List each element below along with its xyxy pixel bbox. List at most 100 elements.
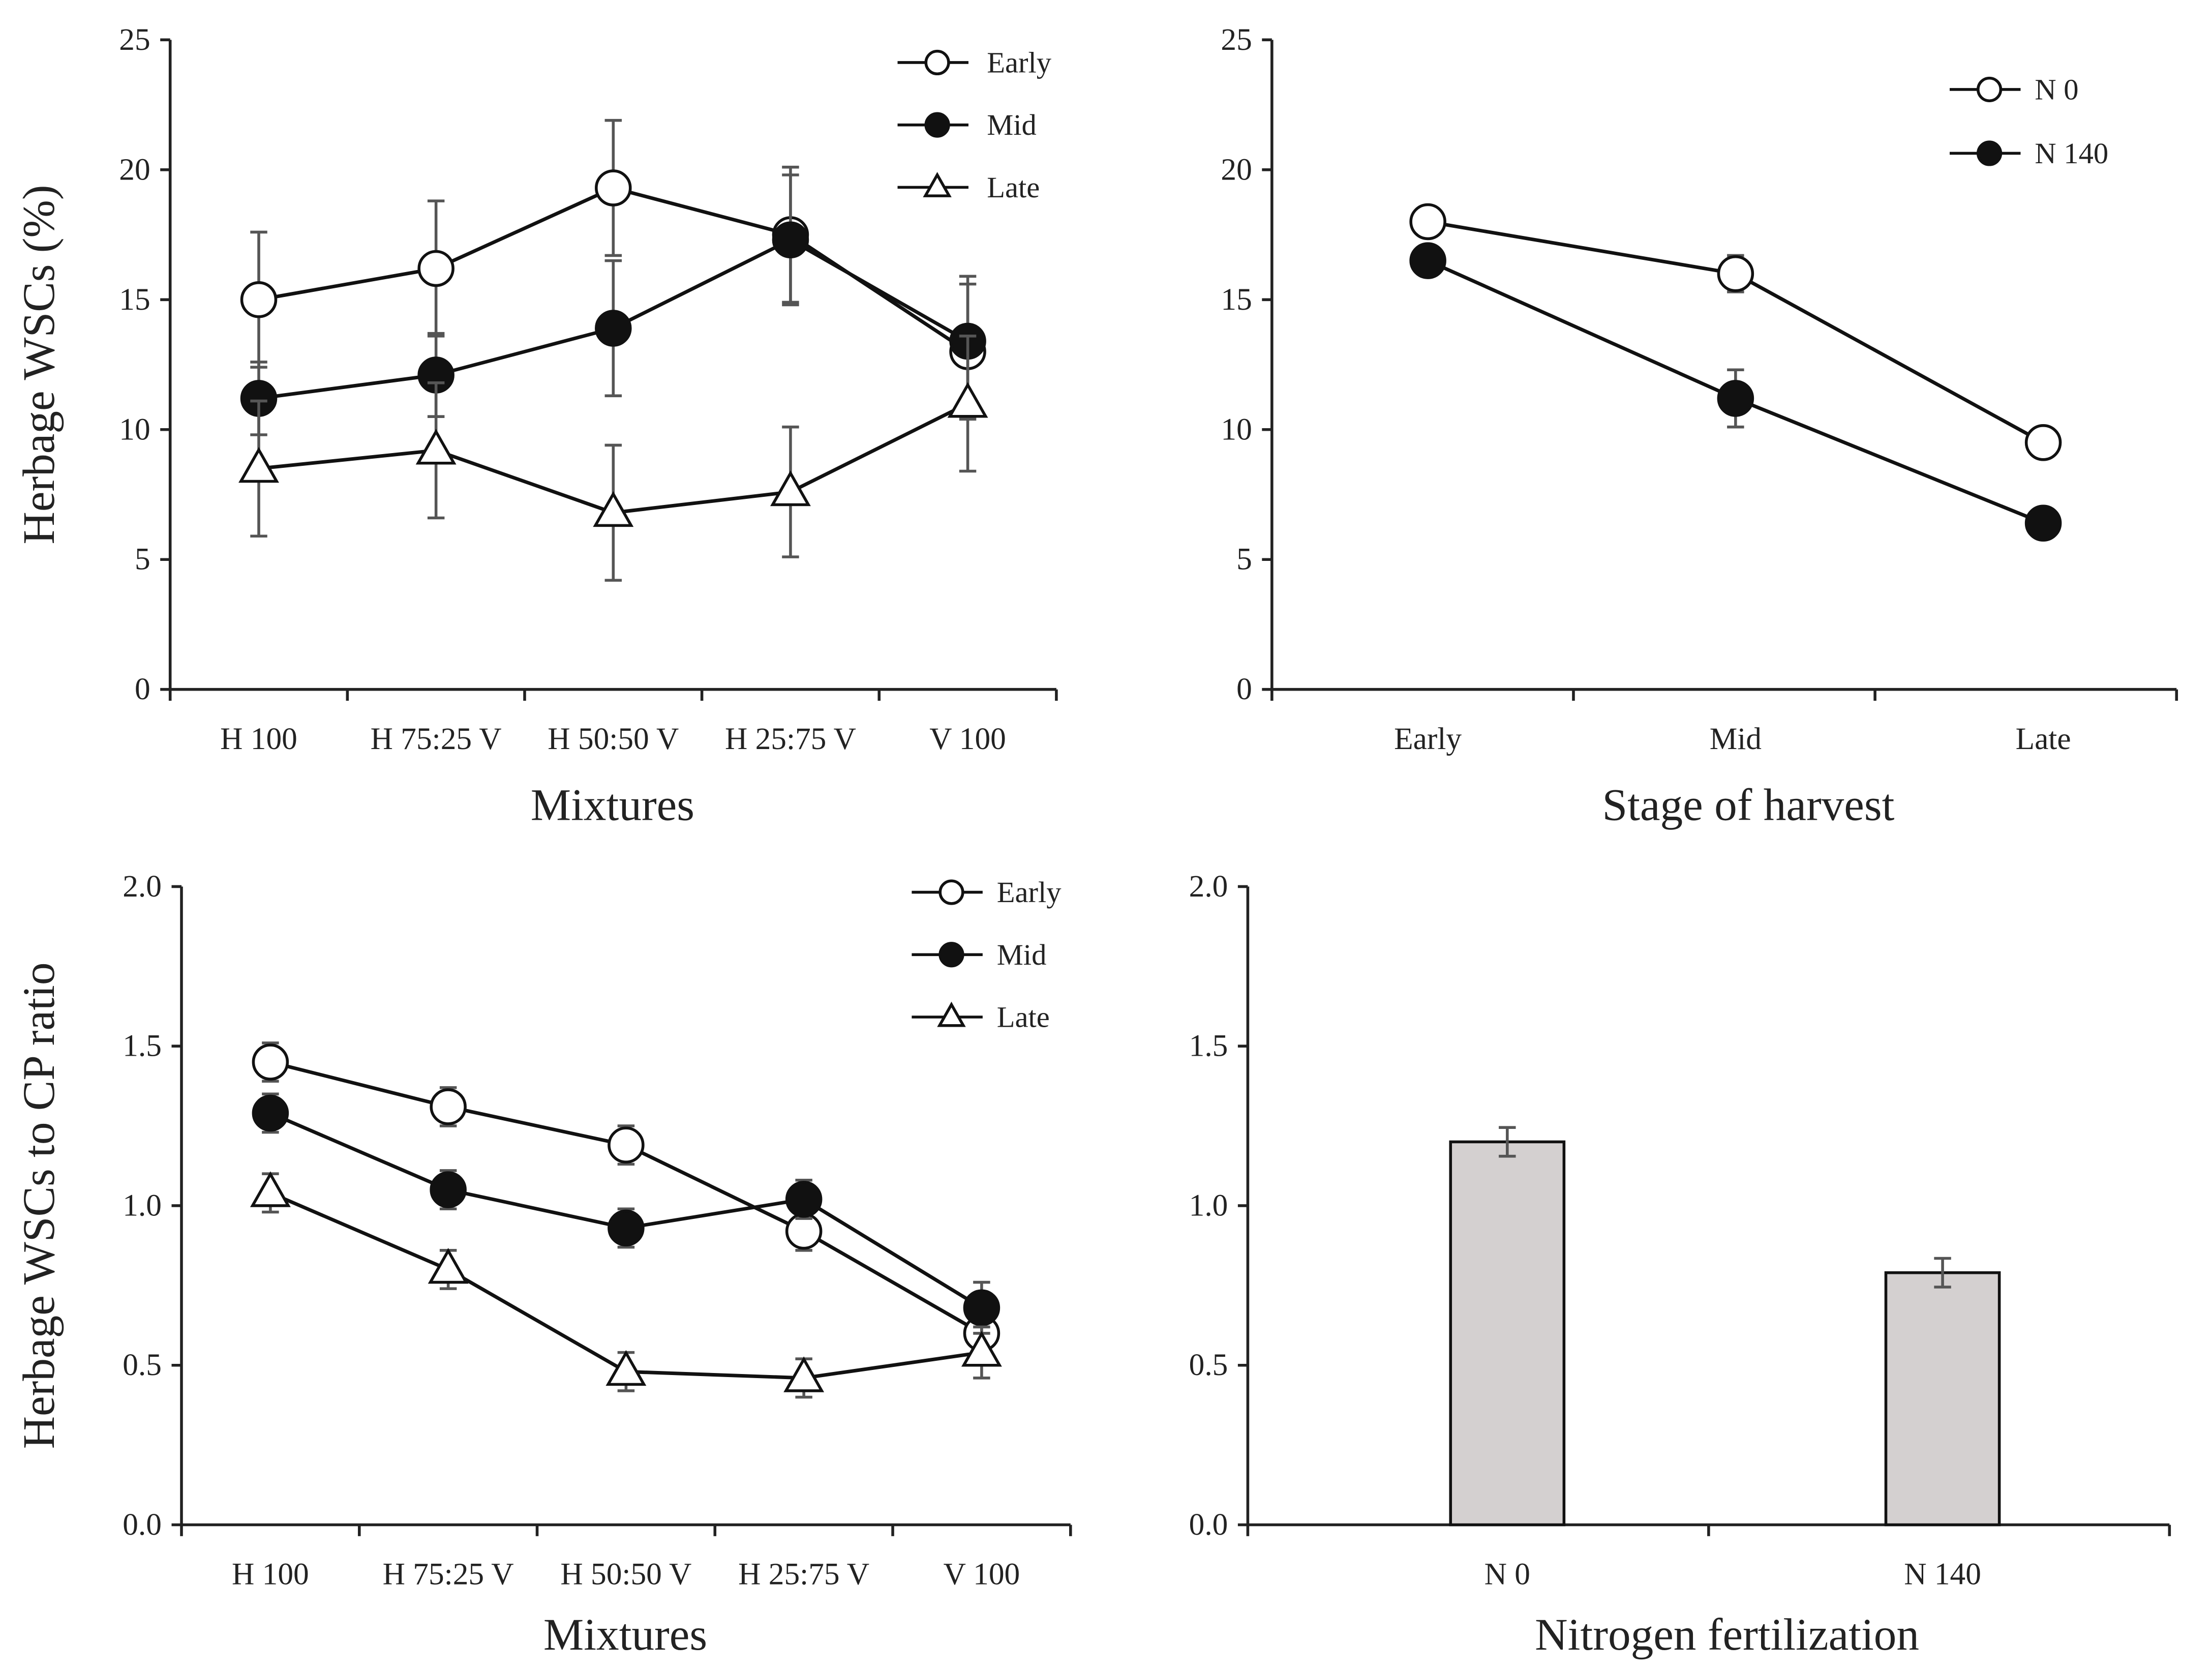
y-tick-label: 1.0 xyxy=(123,1188,162,1222)
data-point xyxy=(593,491,634,527)
series-late xyxy=(250,1171,1002,1399)
data-point xyxy=(415,429,457,465)
y-tick-label: 15 xyxy=(119,282,150,317)
x-tick-label: H 100 xyxy=(232,1557,309,1592)
x-axis-title: Mixtures xyxy=(543,1609,707,1660)
series-n140 xyxy=(1409,242,2062,542)
data-point xyxy=(250,1171,291,1207)
y-tick-label: 10 xyxy=(119,412,150,446)
panel-top-left: 0 5 10 15 20 25 H 100 H 75:25 V H 50:50 V H 25:75… xyxy=(14,22,1058,830)
y-tick-label: 1.5 xyxy=(1189,1029,1228,1063)
y-tick-label: 5 xyxy=(1236,542,1252,577)
legend-marker xyxy=(1977,76,2003,103)
x-tick-label: H 25:75 V xyxy=(725,722,856,756)
data-point xyxy=(252,1094,289,1132)
data-point xyxy=(608,1126,645,1163)
data-point xyxy=(240,281,278,318)
series-late xyxy=(238,335,988,582)
y-tick-label: 0 xyxy=(135,672,150,706)
x-axis-title: Nitrogen fertilization xyxy=(1535,1609,1919,1660)
legend-label: N 0 xyxy=(2035,73,2078,106)
data-point xyxy=(963,1289,1001,1327)
data-point xyxy=(428,1247,469,1284)
data-point xyxy=(595,169,632,206)
legend-marker xyxy=(938,879,964,905)
y-tick-label: 25 xyxy=(119,22,150,57)
legend-label: Early xyxy=(987,46,1052,79)
data-point xyxy=(430,1088,467,1125)
y-tick-label: 15 xyxy=(1221,282,1252,317)
y-tick-label: 20 xyxy=(1221,152,1252,187)
y-tick-label: 0 xyxy=(1236,672,1252,706)
x-tick-label: H 75:25 V xyxy=(371,722,502,756)
data-point xyxy=(1409,203,1446,241)
x-tick-label: Late xyxy=(2016,722,2071,756)
series-mid xyxy=(252,1092,1001,1335)
data-point xyxy=(595,310,632,347)
legend-marker xyxy=(938,942,964,968)
y-tick-label: 25 xyxy=(1221,22,1252,57)
x-tick-label: V 100 xyxy=(929,722,1006,756)
error-bar xyxy=(1499,1126,1516,1158)
y-tick-label: 0.0 xyxy=(123,1507,162,1542)
legend-label: Late xyxy=(987,171,1040,204)
x-tick-label: V 100 xyxy=(944,1557,1020,1592)
x-tick-label: N 0 xyxy=(1484,1557,1530,1592)
y-tick-label: 5 xyxy=(135,542,150,577)
legend-label: N 140 xyxy=(2035,137,2108,170)
x-tick-label: N 140 xyxy=(1904,1557,1981,1592)
y-tick-label: 0.5 xyxy=(123,1348,162,1382)
data-point xyxy=(947,382,988,418)
series-line xyxy=(270,1060,983,1335)
legend-label: Early xyxy=(997,876,1062,909)
data-point xyxy=(961,1331,1002,1367)
data-point xyxy=(772,221,809,259)
legend-label: Mid xyxy=(997,938,1047,971)
legend-marker xyxy=(924,49,950,76)
y-tick-label: 2.0 xyxy=(123,869,162,904)
series-n0 xyxy=(1409,203,2062,461)
legend-marker xyxy=(924,112,950,138)
y-tick-label: 10 xyxy=(1221,412,1252,446)
data-point xyxy=(417,250,454,287)
data-point xyxy=(430,1171,467,1208)
legend-marker xyxy=(937,1001,966,1027)
bar-N0 xyxy=(1449,1140,1566,1527)
x-tick-label: H 50:50 V xyxy=(560,1557,691,1592)
data-point xyxy=(1717,255,1754,292)
data-point xyxy=(605,1350,647,1386)
data-point xyxy=(1717,380,1754,417)
error-bar xyxy=(1934,1257,1951,1289)
y-tick-label: 1.0 xyxy=(1189,1188,1228,1222)
panel-bottom-right: 0.0 0.5 1.0 1.5 2.0 N 0 N 140 Nitrogen fertiliz… xyxy=(1189,869,2171,1660)
x-axis-title: Stage of harvest xyxy=(1602,780,1894,830)
legend-label: Late xyxy=(997,1001,1050,1034)
y-tick-label: 0.5 xyxy=(1189,1348,1228,1382)
x-tick-label: Mid xyxy=(1710,722,1762,756)
series-early xyxy=(252,1041,1001,1354)
y-tick-label: 2.0 xyxy=(1189,869,1228,904)
data-point xyxy=(252,1043,289,1081)
x-tick-label: H 25:75 V xyxy=(738,1557,869,1592)
y-tick-label: 0.0 xyxy=(1189,1507,1228,1542)
data-point xyxy=(785,1181,823,1218)
y-axis-title: Herbage WSCs to CP ratio xyxy=(14,963,64,1449)
x-axis-title: Mixtures xyxy=(531,780,694,830)
data-point xyxy=(2024,504,2062,542)
y-axis-title: Herbage WSCs (%) xyxy=(14,185,64,544)
x-tick-label: H 100 xyxy=(220,722,297,756)
data-point xyxy=(1409,242,1446,279)
legend-label: Mid xyxy=(987,108,1037,141)
x-tick-label: H 75:25 V xyxy=(383,1557,514,1592)
y-tick-label: 1.5 xyxy=(123,1029,162,1063)
data-point xyxy=(608,1209,645,1247)
x-tick-label: Early xyxy=(1394,722,1462,756)
data-point xyxy=(770,470,811,506)
legend-marker xyxy=(1977,140,2003,166)
data-point xyxy=(783,1356,825,1392)
panel-bottom-left: 0.0 0.5 1.0 1.5 2.0 H 100 H 75:25 V H 50:50 V H … xyxy=(14,869,1072,1660)
x-tick-label: H 50:50 V xyxy=(548,722,679,756)
bar-N140 xyxy=(1884,1271,2001,1527)
data-point xyxy=(2024,424,2062,461)
